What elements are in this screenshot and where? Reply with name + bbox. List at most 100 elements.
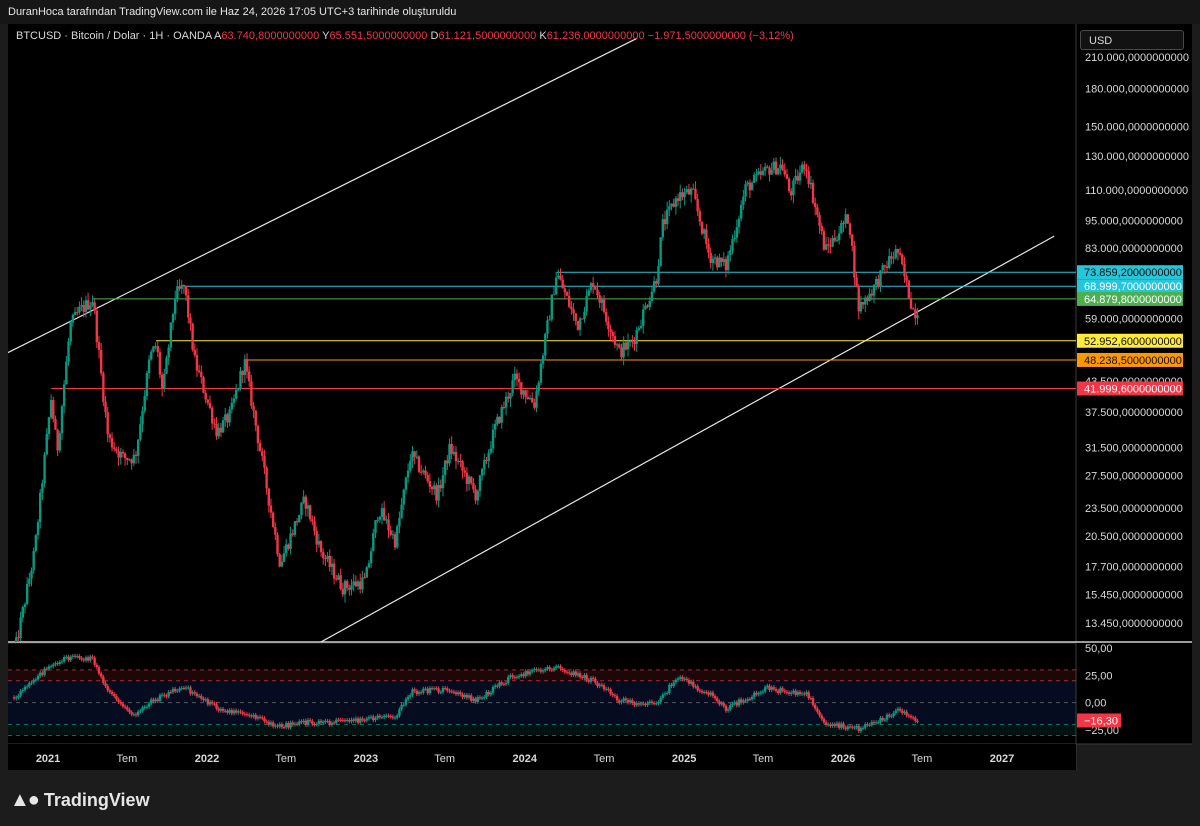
candle-body [404, 477, 408, 490]
oscillator-bar [252, 714, 255, 717]
high-value: 65.551,5000000000 [329, 30, 428, 42]
oscillator-bar [698, 690, 702, 692]
oscillator-bar [759, 692, 762, 694]
symbol-name[interactable]: BTCUSD · Bitcoin / Dolar · 1H · OANDA [16, 30, 212, 42]
candle-body [803, 164, 806, 170]
candle-body [648, 300, 651, 307]
oscillator-bar [287, 723, 290, 728]
candle-body [300, 502, 303, 516]
oscillator-bar [885, 714, 889, 720]
oscillator-bar [716, 698, 719, 702]
channel-trendline[interactable] [8, 37, 638, 354]
oscillator-bar [833, 724, 836, 726]
oscillator-bar [311, 720, 314, 725]
candle-body [47, 417, 51, 434]
candle-body [76, 312, 79, 314]
candle-body [611, 332, 614, 337]
candle-body [722, 259, 725, 263]
candle-body [28, 578, 31, 584]
candle-body [234, 389, 238, 399]
oscillator-bar [872, 722, 876, 724]
candle-body [840, 222, 843, 234]
oscillator-bar [894, 710, 897, 714]
oscillator-bar [835, 723, 839, 726]
currency-selector[interactable]: USD [1080, 30, 1184, 50]
candle-body [829, 245, 832, 247]
oscillator-bar [180, 687, 183, 689]
oscillator-bar [811, 698, 815, 705]
oscillator-bar [256, 716, 260, 719]
oscillator-bar [339, 719, 342, 721]
oscillator-bar [200, 695, 203, 699]
candle-body [352, 581, 355, 586]
oscillator-bar [304, 720, 308, 725]
oscillator-bar [254, 714, 257, 719]
candle-body [783, 170, 786, 175]
candle-body [846, 214, 850, 224]
candle-body [820, 225, 823, 232]
oscillator-bar [32, 680, 35, 683]
oscillator-bar [493, 685, 497, 688]
candle-body [687, 189, 691, 195]
oscillator-bar [916, 720, 919, 722]
candle-body [465, 472, 469, 484]
oscillator-bar [596, 682, 599, 687]
candle-body [851, 234, 854, 246]
candle-body [39, 492, 42, 523]
candle-body [411, 451, 414, 461]
candle-body [746, 182, 749, 185]
oscillator-bar [613, 695, 617, 697]
candle-body [692, 188, 695, 190]
oscillator-bar [659, 697, 662, 703]
candle-body [415, 456, 419, 458]
oscillator-bar [324, 720, 327, 723]
oscillator-bar [23, 686, 27, 691]
candle-body [378, 516, 382, 520]
time-tick-label: 2023 [354, 753, 378, 765]
candle-body [158, 352, 162, 375]
candle-body [583, 311, 586, 320]
oscillator-bar [644, 703, 647, 705]
candle-body [430, 486, 434, 490]
candle-body [726, 255, 730, 271]
oscillator-bar [720, 703, 723, 705]
candle-body [313, 521, 316, 532]
oscillator-bar [417, 692, 421, 695]
oscillator-bar [620, 701, 623, 703]
candle-body [888, 256, 891, 268]
oscillator-bar [772, 687, 776, 690]
oscillator-bar [631, 700, 634, 704]
oscillator-bar [276, 725, 279, 727]
candle-body [322, 552, 325, 559]
candle-body [574, 313, 577, 321]
oscillator-bar [173, 688, 177, 692]
oscillator-bar [585, 674, 588, 681]
candle-body [552, 294, 556, 296]
oscillator-bar [54, 663, 57, 665]
oscillator-bar [685, 678, 688, 681]
oscillator-bar [12, 697, 16, 699]
oscillator-bar [705, 692, 708, 694]
price-tick-label: 210.000,0000000000 [1085, 52, 1189, 64]
oscillator-bar [829, 724, 832, 726]
candle-body [389, 530, 392, 535]
oscillator-bar [382, 715, 386, 718]
candle-body [239, 371, 242, 388]
candle-body [213, 423, 216, 425]
oscillator-bar [857, 726, 860, 732]
candle-body [443, 460, 447, 476]
oscillator-bar [848, 726, 852, 728]
candle-body [605, 311, 608, 322]
oscillator-bar [574, 671, 577, 676]
oscillator-bar [822, 718, 826, 723]
oscillator-bar [437, 688, 440, 693]
candle-body [866, 297, 869, 301]
oscillator-bar [250, 715, 253, 717]
oscillator-bar [796, 691, 799, 695]
oscillator-bar [145, 706, 149, 708]
oscillator-bar [846, 726, 850, 730]
channel-trendline[interactable] [313, 235, 1055, 646]
candle-body [459, 460, 462, 462]
candle-body [163, 373, 166, 389]
